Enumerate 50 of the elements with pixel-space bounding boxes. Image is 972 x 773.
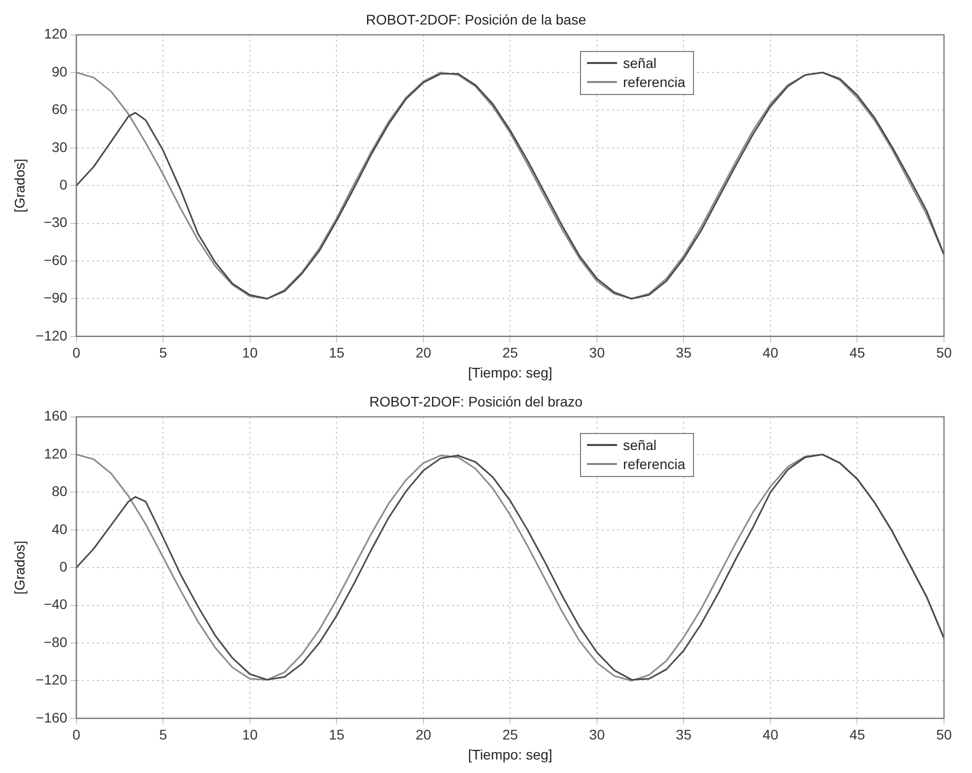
x-tick-label: 40	[762, 726, 778, 743]
x-tick-label: 15	[328, 344, 345, 361]
x-tick-label: 35	[676, 726, 692, 743]
legend-label: referencia	[623, 454, 686, 474]
x-tick-label: 0	[72, 344, 80, 361]
x-tick-label: 45	[849, 344, 866, 361]
y-tick-label: 40	[52, 520, 68, 537]
x-tick-label: 10	[242, 344, 258, 361]
x-tick-label: 20	[416, 344, 432, 361]
y-tick-label: −30	[44, 214, 68, 230]
y-tick-label: 120	[44, 26, 68, 42]
legend-label: referencia	[623, 72, 686, 92]
x-axis-title: [Tiempo: seg]	[468, 746, 552, 762]
x-tick-label: 50	[936, 726, 952, 743]
x-tick-label: 30	[589, 344, 605, 361]
x-axis-title: [Tiempo: seg]	[468, 364, 552, 380]
y-tick-label: −40	[44, 596, 68, 612]
y-tick-label: 80	[52, 483, 68, 500]
y-tick-label: −120	[36, 327, 68, 344]
x-tick-label: 45	[849, 726, 866, 743]
chart-title: ROBOT-2DOF: Posición de la base	[366, 11, 586, 28]
y-axis-title: [Grados]	[11, 540, 28, 594]
x-tick-label: 10	[242, 726, 258, 743]
x-tick-label: 15	[328, 726, 345, 743]
chart-title: ROBOT-2DOF: Posición del brazo	[369, 393, 583, 410]
y-tick-label: 160	[44, 408, 68, 424]
x-tick-label: 25	[502, 726, 518, 743]
y-tick-label: 120	[44, 445, 68, 462]
y-tick-label: 60	[52, 101, 68, 118]
y-tick-label: −160	[36, 709, 68, 726]
x-tick-label: 50	[936, 344, 952, 361]
x-tick-label: 20	[416, 726, 432, 743]
x-tick-label: 5	[159, 344, 168, 361]
x-tick-label: 30	[589, 726, 605, 743]
y-tick-label: 90	[52, 63, 68, 80]
x-tick-label: 5	[159, 726, 168, 743]
x-tick-label: 35	[676, 344, 692, 361]
y-tick-label: 30	[52, 138, 68, 155]
y-tick-label: −60	[44, 252, 68, 268]
x-tick-label: 25	[502, 344, 518, 361]
x-tick-label: 40	[762, 344, 778, 361]
legend-label: señal	[623, 54, 656, 73]
y-tick-label: −80	[44, 634, 68, 650]
y-tick-label: −120	[36, 672, 68, 688]
y-axis-title: [Grados]	[11, 158, 28, 212]
y-tick-label: 0	[60, 176, 68, 192]
y-tick-label: −90	[44, 290, 68, 306]
legend-label: señal	[623, 436, 656, 455]
x-tick-label: 0	[72, 726, 80, 743]
y-tick-label: 0	[60, 558, 68, 574]
